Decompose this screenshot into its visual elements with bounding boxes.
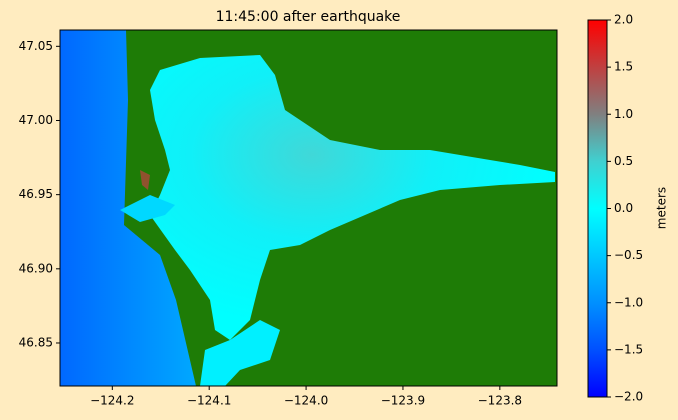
x-tick-label: −123.8 bbox=[478, 394, 522, 408]
y-tick-label: 46.95 bbox=[19, 187, 53, 201]
colorbar bbox=[587, 19, 608, 398]
bay bbox=[150, 55, 555, 340]
y-tick-label: 47.00 bbox=[19, 113, 53, 127]
ocean bbox=[60, 30, 196, 386]
colorbar-tick-label: −0.5 bbox=[614, 248, 643, 262]
chart-title: 11:45:00 after earthquake bbox=[216, 9, 401, 25]
x-tick-label: −124.2 bbox=[90, 394, 134, 408]
colorbar-tick-label: 1.0 bbox=[614, 107, 633, 121]
colorbar-label: meters bbox=[655, 187, 669, 229]
red-patch bbox=[140, 170, 150, 190]
bay-south bbox=[200, 320, 280, 386]
colorbar-tick-label: −2.0 bbox=[614, 390, 643, 404]
colorbar-tick-label: 0.5 bbox=[614, 154, 633, 168]
colorbar-tick-label: 2.0 bbox=[614, 13, 633, 27]
bay-mouth bbox=[120, 195, 175, 222]
y-tick-label: 46.90 bbox=[19, 261, 53, 275]
colorbar-tick-label: −1.5 bbox=[614, 342, 643, 356]
colorbar-tick-label: −1.0 bbox=[614, 295, 643, 309]
x-tick-label: −124.0 bbox=[284, 394, 328, 408]
y-tick-label: 46.85 bbox=[19, 335, 53, 349]
x-tick-label: −123.9 bbox=[381, 394, 425, 408]
colorbar-tick-label: 1.5 bbox=[614, 60, 633, 74]
colorbar-tick-label: 0.0 bbox=[614, 201, 633, 215]
map-image bbox=[60, 30, 557, 386]
plot-frame bbox=[59, 29, 558, 387]
y-tick-label: 47.05 bbox=[19, 39, 53, 53]
x-tick-label: −124.1 bbox=[187, 394, 231, 408]
